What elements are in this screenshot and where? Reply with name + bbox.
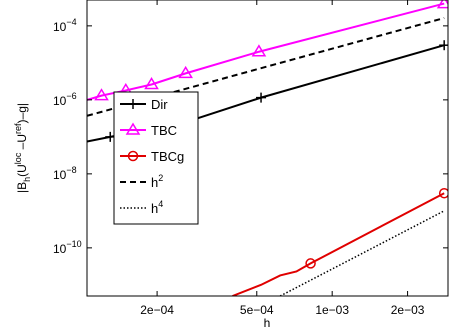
legend-marker	[125, 122, 141, 135]
plot-frame	[86, 0, 449, 297]
x-tick-label: 5e−04	[240, 303, 274, 317]
data-point	[305, 258, 316, 269]
x-tick-label: 2e−03	[391, 303, 425, 317]
legend-box	[113, 91, 199, 225]
data-point	[144, 77, 159, 90]
legend-marker	[128, 99, 138, 109]
legend: Dir TBC TBCg h2 h4	[113, 91, 199, 225]
y-tick-label: 10−6	[53, 91, 77, 108]
y-tick-label: 10−10	[53, 239, 82, 256]
ticks-layer: 2e−04 5e−04 1e−03 2e−03 10−10 10−8 10−6 10−4	[53, 0, 448, 317]
y-tick-label: 10−4	[53, 17, 77, 34]
x-axis-label: h	[264, 316, 271, 330]
data-point	[256, 92, 267, 103]
legend-item: TBCg	[120, 149, 184, 164]
series-line	[87, 2, 445, 101]
data-point	[251, 44, 267, 57]
data-point	[94, 88, 109, 101]
legend-item: Dir	[120, 97, 168, 112]
legend-label: TBCg	[151, 149, 184, 164]
legend-item: h4	[120, 199, 163, 216]
legend-marker	[127, 150, 139, 162]
data-point	[436, 0, 448, 9]
legend-label: h4	[151, 199, 163, 216]
series-line	[232, 192, 445, 296]
data-point	[438, 187, 448, 199]
y-tick-label: 10−8	[53, 165, 77, 182]
legend-item: h2	[120, 173, 163, 190]
legend-label: h2	[151, 173, 163, 190]
x-tick-label: 2e−04	[140, 303, 174, 317]
series-tbcg	[232, 187, 448, 296]
data-point	[178, 65, 193, 79]
legend-label: TBC	[151, 123, 177, 138]
series-line	[279, 210, 445, 296]
y-axis-label: |Bh(Uloc –Uref)–g|	[13, 103, 32, 193]
legend-item: TBC	[120, 122, 177, 138]
x-tick-label: 1e−03	[315, 303, 349, 317]
y-axis-label-text: |Bh(Uloc –Uref)–g|	[13, 103, 32, 193]
legend-label: Dir	[151, 97, 168, 112]
series-h4	[279, 210, 445, 296]
